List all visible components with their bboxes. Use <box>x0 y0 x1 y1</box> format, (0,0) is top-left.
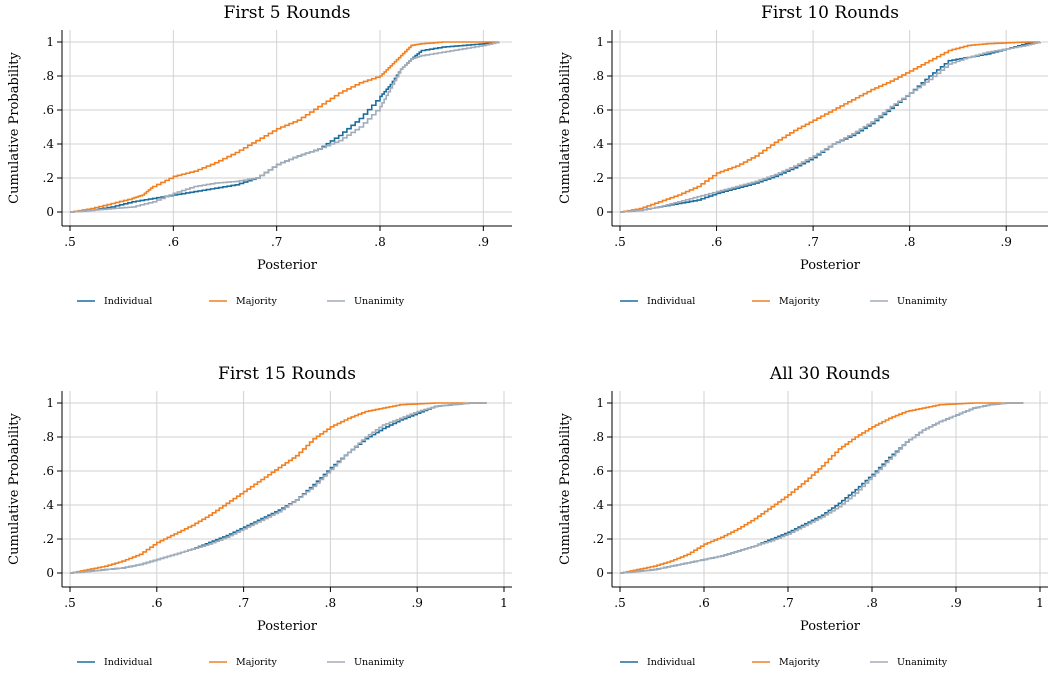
x-tick-label: .6 <box>168 235 179 249</box>
legend-label: Majority <box>236 296 277 307</box>
series-line-individual <box>620 402 1024 574</box>
x-tick-label: 1 <box>1036 596 1044 610</box>
legend-label: Majority <box>779 296 820 307</box>
y-tick-label: 1 <box>596 35 604 49</box>
series-line-majority <box>620 41 1040 213</box>
x-tick-label: .5 <box>64 235 75 249</box>
y-tick-label: .4 <box>43 137 55 151</box>
y-axis-label: Cumulative Probability <box>7 51 22 203</box>
y-tick-label: 1 <box>596 396 604 410</box>
y-tick-label: .6 <box>43 464 54 478</box>
y-tick-label: 0 <box>46 566 54 580</box>
x-tick-label: .9 <box>478 235 489 249</box>
x-tick-label: .9 <box>950 596 961 610</box>
series-line-individual <box>70 402 487 574</box>
chart-panel-4: .5 .6 .7 .8 .9 1 0 .2 .4 .6 .8 1 All 30 Rounds Poster… <box>558 364 1048 668</box>
chart-panel-2: .5 .6 .7 .8 .9 0 .2 .4 .6 .8 1 First 10 Rounds Poste… <box>558 3 1048 307</box>
series-line-individual <box>620 41 1041 213</box>
x-tick-label: .5 <box>64 596 75 610</box>
y-tick-label: 0 <box>596 205 604 219</box>
x-tick-label: .5 <box>614 596 625 610</box>
x-tick-label: .9 <box>1000 235 1011 249</box>
legend-label: Individual <box>647 296 695 307</box>
y-tick-label: .6 <box>593 103 604 117</box>
series-line-unanimity <box>620 41 1041 213</box>
legend-label: Individual <box>104 657 152 668</box>
x-tick-label: 1 <box>500 596 508 610</box>
chart-title: First 15 Rounds <box>218 364 356 384</box>
legend-label: Individual <box>104 296 152 307</box>
y-tick-label: 0 <box>46 205 54 219</box>
chart-title: All 30 Rounds <box>769 364 890 384</box>
y-tick-label: .2 <box>593 532 604 546</box>
y-axis-label: Cumulative Probability <box>558 412 573 564</box>
chart-title: First 5 Rounds <box>223 3 350 23</box>
y-tick-label: .2 <box>43 171 54 185</box>
x-tick-label: .5 <box>614 235 625 249</box>
y-tick-label: .8 <box>593 69 604 83</box>
x-tick-label: .8 <box>374 235 385 249</box>
y-tick-label: .8 <box>593 430 604 444</box>
x-tick-label: .7 <box>782 596 793 610</box>
x-tick-label: .6 <box>698 596 709 610</box>
y-tick-label: .6 <box>593 464 604 478</box>
y-tick-label: 1 <box>46 396 54 410</box>
y-tick-label: .4 <box>593 498 605 512</box>
series-line-majority <box>70 402 487 574</box>
legend-label: Unanimity <box>354 657 405 668</box>
x-axis-label: Posterior <box>257 619 318 634</box>
y-tick-label: .4 <box>593 137 605 151</box>
y-tick-label: .8 <box>43 69 54 83</box>
series-line-unanimity <box>70 402 487 574</box>
y-tick-label: .6 <box>43 103 54 117</box>
y-tick-label: 0 <box>596 566 604 580</box>
y-axis-label: Cumulative Probability <box>558 51 573 203</box>
y-tick-label: .8 <box>43 430 54 444</box>
x-tick-label: .6 <box>151 596 162 610</box>
x-tick-label: .6 <box>711 235 722 249</box>
series-line-unanimity <box>70 41 500 213</box>
x-tick-label: .8 <box>325 596 336 610</box>
legend-label: Individual <box>647 657 695 668</box>
legend-label: Unanimity <box>897 296 948 307</box>
y-axis-label: Cumulative Probability <box>7 412 22 564</box>
legend-label: Majority <box>236 657 277 668</box>
x-tick-label: .8 <box>904 235 915 249</box>
x-tick-label: .8 <box>866 596 877 610</box>
legend-label: Unanimity <box>354 296 405 307</box>
series-line-majority <box>620 402 1024 574</box>
x-tick-label: .7 <box>271 235 282 249</box>
chart-panel-1: .5 .6 .7 .8 .9 0 .2 .4 .6 .8 1 First 5 Rounds Poster… <box>7 3 512 307</box>
x-axis-label: Posterior <box>257 258 318 273</box>
series-line-unanimity <box>620 402 1024 574</box>
y-tick-label: 1 <box>46 35 54 49</box>
x-tick-label: .9 <box>411 596 422 610</box>
y-tick-label: .2 <box>593 171 604 185</box>
chart-title: First 10 Rounds <box>761 3 899 23</box>
series-line-majority <box>70 41 499 213</box>
chart-panel-3: .5 .6 .7 .8 .9 1 0 .2 .4 .6 .8 1 First 15 Rounds Post… <box>7 364 512 668</box>
legend-label: Majority <box>779 657 820 668</box>
y-tick-label: .2 <box>43 532 54 546</box>
y-tick-label: .4 <box>43 498 55 512</box>
x-axis-label: Posterior <box>800 258 861 273</box>
x-tick-label: .7 <box>238 596 249 610</box>
x-axis-label: Posterior <box>800 619 861 634</box>
x-tick-label: .7 <box>807 235 818 249</box>
legend-label: Unanimity <box>897 657 948 668</box>
